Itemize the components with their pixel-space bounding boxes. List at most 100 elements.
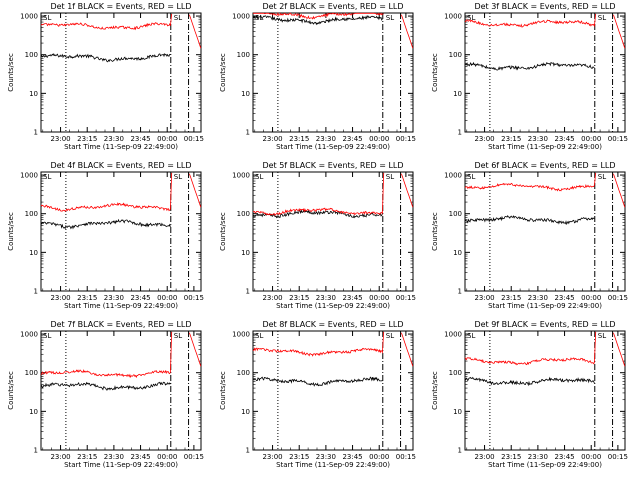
series-line-lld	[40, 331, 202, 379]
plot-frame	[252, 171, 414, 292]
x-tick-label: 23:45	[554, 453, 574, 461]
y-axis-label: Counts/sec	[7, 371, 15, 410]
panel-det-9f: Det 9f BLACK = Events, RED = LLD 1 10 100 10…	[431, 320, 628, 469]
x-tick-label: 23:30	[316, 453, 336, 461]
x-axis-label: Start Time (11-Sep-09 22:49:00)	[64, 302, 178, 310]
y-tick-label: 10	[29, 249, 38, 257]
x-axis-label: Start Time (11-Sep-09 22:49:00)	[276, 302, 390, 310]
panel-det-4f: Det 4f BLACK = Events, RED = LLD 1 10 100 10…	[7, 161, 204, 310]
y-axis-label: Counts/sec	[431, 53, 439, 92]
x-tick-label: 00:15	[396, 135, 416, 143]
y-axis-label: Counts/sec	[219, 212, 227, 251]
y-tick-label: 1	[458, 288, 462, 296]
x-tick-label: 23:15	[77, 294, 97, 302]
x-tick-label: 00:15	[608, 135, 628, 143]
sl-marker-label: SL	[386, 332, 394, 340]
x-axis-label: Start Time (11-Sep-09 22:49:00)	[64, 143, 178, 151]
x-tick-label: 23:30	[528, 294, 548, 302]
x-tick-label: 00:15	[608, 453, 628, 461]
x-tick-label: 23:00	[50, 294, 70, 302]
y-tick-label: 1	[246, 447, 250, 455]
series-line-events	[40, 52, 171, 63]
sl-marker-label-left: SL	[467, 14, 475, 22]
series-line-events	[41, 381, 171, 391]
x-tick-label: 23:15	[77, 135, 97, 143]
x-tick-label: 00:15	[184, 135, 204, 143]
x-tick-label: 00:00	[581, 135, 601, 143]
x-tick-label: 23:15	[501, 453, 521, 461]
series-line-events	[252, 209, 383, 219]
y-tick-label: 100	[237, 369, 250, 377]
series-line-lld	[40, 172, 202, 212]
plot-frame	[40, 12, 202, 133]
y-tick-label: 100	[237, 51, 250, 59]
sl-marker-label: SL	[174, 332, 182, 340]
x-tick-label: 23:30	[104, 294, 124, 302]
series-line-lld	[464, 13, 626, 49]
panel-det-7f: Det 7f BLACK = Events, RED = LLD 1 10 100 10…	[7, 320, 204, 469]
x-tick-label: 00:15	[608, 294, 628, 302]
sl-marker-label: SL	[174, 173, 182, 181]
x-tick-label: 23:45	[342, 135, 362, 143]
series-line-events	[464, 61, 595, 71]
x-tick-label: 00:15	[184, 294, 204, 302]
sl-marker-label: SL	[386, 173, 394, 181]
y-tick-label: 100	[449, 51, 462, 59]
x-tick-label: 00:00	[157, 135, 177, 143]
y-tick-label: 1	[458, 129, 462, 137]
x-tick-label: 23:30	[316, 135, 336, 143]
x-tick-label: 00:00	[157, 453, 177, 461]
x-tick-label: 23:15	[289, 453, 309, 461]
x-tick-label: 23:00	[474, 453, 494, 461]
sl-marker-label: SL	[174, 14, 182, 22]
series-line-lld	[252, 172, 414, 217]
sl-marker-label: SL	[598, 173, 606, 181]
series-line-lld	[252, 331, 414, 367]
y-tick-label: 1000	[444, 13, 462, 21]
x-tick-label: 23:15	[289, 135, 309, 143]
series-line-events	[252, 14, 383, 26]
x-tick-label: 23:00	[474, 135, 494, 143]
plot-frame	[40, 330, 202, 451]
sl-marker-label-left: SL	[43, 173, 51, 181]
x-tick-label: 23:45	[130, 294, 150, 302]
panel-det-2f: Det 2f BLACK = Events, RED = LLD 1 10 100 10…	[219, 2, 416, 151]
panel-title: Det 3f BLACK = Events, RED = LLD	[474, 2, 615, 11]
sl-marker-label: SL	[386, 14, 394, 22]
plot-frame	[40, 171, 202, 292]
x-axis-label: Start Time (11-Sep-09 22:49:00)	[488, 302, 602, 310]
y-tick-label: 100	[25, 210, 38, 218]
panel-title: Det 1f BLACK = Events, RED = LLD	[50, 2, 191, 11]
y-axis-label: Counts/sec	[7, 53, 15, 92]
y-axis-label: Counts/sec	[7, 212, 15, 251]
sl-marker-label-left: SL	[467, 332, 475, 340]
sl-marker-label-left: SL	[255, 332, 263, 340]
plot-frame	[252, 12, 414, 133]
y-tick-label: 1	[246, 288, 250, 296]
x-tick-label: 23:45	[130, 135, 150, 143]
y-tick-label: 1	[34, 288, 38, 296]
plot-frame	[252, 330, 414, 451]
x-tick-label: 23:00	[262, 135, 282, 143]
y-tick-label: 10	[453, 249, 462, 257]
y-tick-label: 10	[241, 408, 250, 416]
y-tick-label: 1	[458, 447, 462, 455]
sl-marker-label-left: SL	[43, 332, 51, 340]
x-tick-label: 00:15	[184, 453, 204, 461]
x-tick-label: 00:00	[369, 294, 389, 302]
x-tick-label: 23:30	[104, 453, 124, 461]
sl-marker-label: SL	[598, 332, 606, 340]
y-tick-label: 1000	[232, 331, 250, 339]
panel-det-5f: Det 5f BLACK = Events, RED = LLD 1 10 100 10…	[219, 161, 416, 310]
x-tick-label: 23:00	[50, 453, 70, 461]
x-tick-label: 23:00	[50, 135, 70, 143]
x-tick-label: 23:45	[342, 453, 362, 461]
y-tick-label: 10	[453, 408, 462, 416]
plot-frame	[464, 330, 626, 451]
series-line-lld	[40, 13, 202, 49]
y-tick-label: 1000	[20, 172, 38, 180]
panel-title: Det 5f BLACK = Events, RED = LLD	[262, 161, 403, 170]
x-axis-label: Start Time (11-Sep-09 22:49:00)	[488, 143, 602, 151]
sl-marker-label-left: SL	[43, 14, 51, 22]
